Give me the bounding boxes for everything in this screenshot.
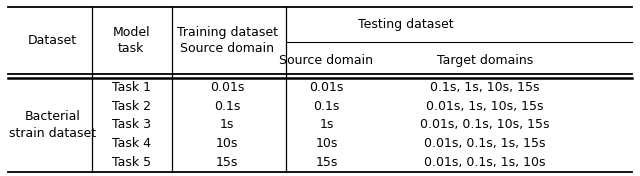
Text: Dataset: Dataset [28,34,77,47]
Text: 0.01s, 1s, 10s, 15s: 0.01s, 1s, 10s, 15s [426,100,544,113]
Text: 10s: 10s [316,137,337,150]
Text: Testing dataset: Testing dataset [358,18,454,31]
Text: Task 4: Task 4 [112,137,150,150]
Text: Task 2: Task 2 [112,100,150,113]
Text: 0.01s, 0.1s, 10s, 15s: 0.01s, 0.1s, 10s, 15s [420,118,550,131]
Text: 0.1s, 1s, 10s, 15s: 0.1s, 1s, 10s, 15s [430,81,540,94]
Text: Training dataset
Source domain: Training dataset Source domain [177,26,278,55]
Text: 1s: 1s [220,118,234,131]
Text: 15s: 15s [316,156,337,169]
Text: Task 3: Task 3 [112,118,150,131]
Text: 15s: 15s [216,156,238,169]
Text: 0.01s: 0.01s [309,81,344,94]
Text: 10s: 10s [216,137,238,150]
Text: Source domain: Source domain [280,54,373,67]
Text: Model
task: Model task [113,26,150,55]
Text: 1s: 1s [319,118,333,131]
Text: 0.01s, 0.1s, 1s, 10s: 0.01s, 0.1s, 1s, 10s [424,156,546,169]
Text: 0.01s: 0.01s [210,81,244,94]
Text: Task 5: Task 5 [111,156,151,169]
Text: Bacterial
strain dataset: Bacterial strain dataset [9,110,96,140]
Text: Task 1: Task 1 [112,81,150,94]
Text: 0.01s, 0.1s, 1s, 15s: 0.01s, 0.1s, 1s, 15s [424,137,546,150]
Text: 0.1s: 0.1s [214,100,241,113]
Text: 0.1s: 0.1s [313,100,340,113]
Text: Target domains: Target domains [437,54,533,67]
